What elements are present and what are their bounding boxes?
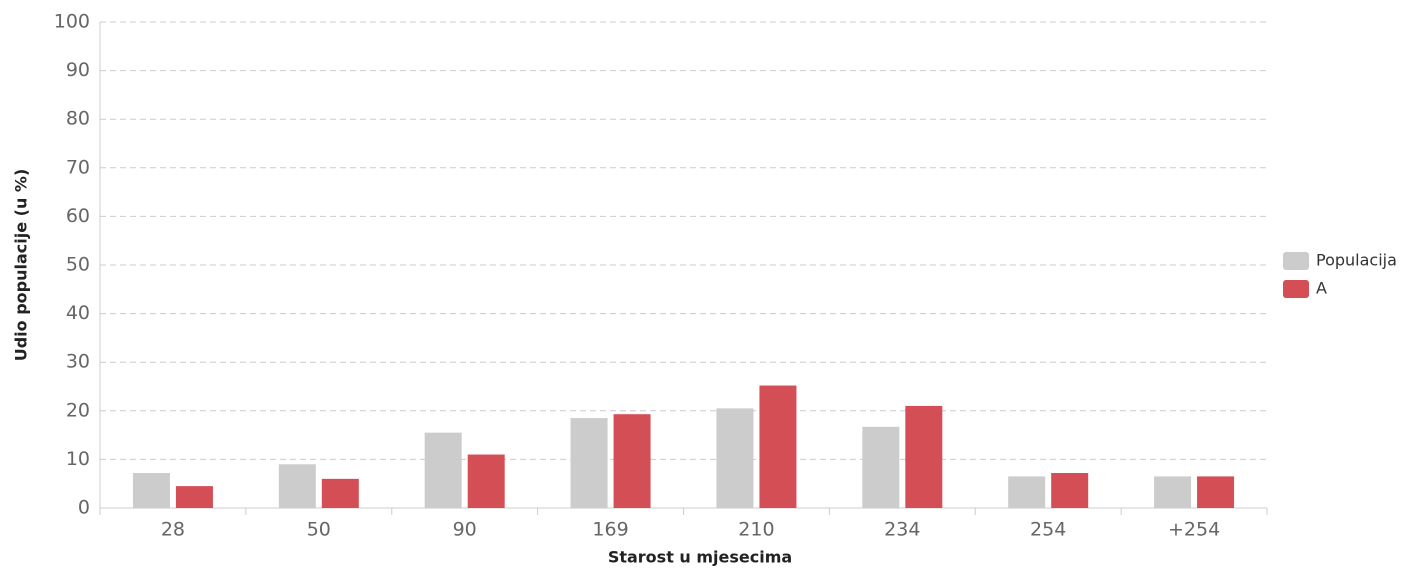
- x-tick-label: 90: [453, 519, 477, 541]
- legend-label: Populacija: [1316, 251, 1397, 270]
- bar: [613, 414, 651, 508]
- y-tick-label: 70: [66, 156, 90, 178]
- y-tick-label: 20: [66, 399, 90, 421]
- x-tick-label: 254: [1030, 519, 1066, 541]
- bar: [1051, 473, 1089, 508]
- y-tick-label: 0: [78, 497, 90, 519]
- bar: [1154, 476, 1192, 508]
- bar: [570, 418, 608, 508]
- y-tick-label: 80: [66, 108, 90, 130]
- legend-swatch: [1283, 252, 1309, 270]
- bar: [905, 405, 943, 508]
- bar: [467, 454, 505, 508]
- bar: [132, 473, 170, 508]
- y-axis-title: Udio populacije (u %): [12, 169, 31, 362]
- bar: [175, 486, 213, 508]
- bar: [1197, 476, 1235, 508]
- bar: [278, 464, 316, 508]
- y-tick-label: 40: [66, 302, 90, 324]
- bar: [321, 478, 359, 508]
- x-axis-title: Starost u mjesecima: [608, 548, 792, 567]
- x-tick-label: 234: [884, 519, 920, 541]
- y-tick-label: 50: [66, 254, 90, 276]
- y-tick-label: 30: [66, 351, 90, 373]
- legend-label: A: [1316, 279, 1327, 298]
- x-tick-label: 28: [161, 519, 185, 541]
- y-tick-label: 60: [66, 205, 90, 227]
- y-tick-label: 10: [66, 448, 90, 470]
- y-tick-label: 100: [54, 11, 90, 33]
- bar: [759, 385, 797, 508]
- x-tick-label: 210: [738, 519, 774, 541]
- bar: [424, 432, 462, 508]
- bar: [862, 426, 900, 508]
- legend-swatch: [1283, 280, 1309, 298]
- bar: [716, 408, 754, 508]
- x-tick-label: +254: [1168, 519, 1220, 541]
- y-tick-label: 90: [66, 59, 90, 81]
- bar: [1008, 476, 1046, 508]
- x-tick-label: 50: [307, 519, 331, 541]
- x-tick-label: 169: [592, 519, 628, 541]
